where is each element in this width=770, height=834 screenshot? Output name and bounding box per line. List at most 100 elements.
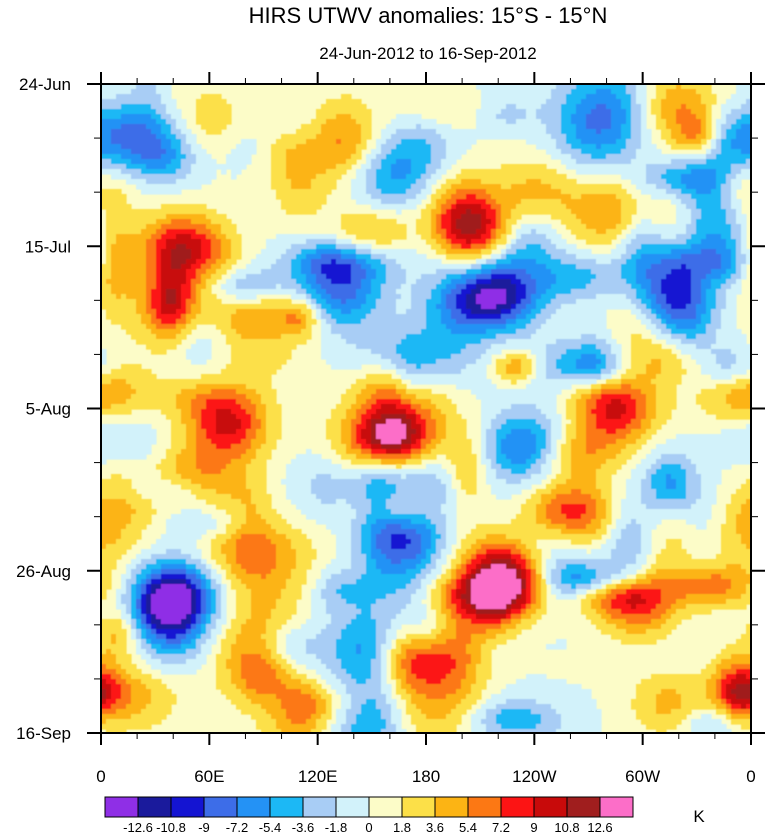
- field-cell-1016: [596, 139, 602, 145]
- field-cell-4477: [416, 304, 422, 310]
- field-cell-3981: [356, 284, 362, 290]
- field-cell-4112: [386, 289, 392, 295]
- field-cell-911: [581, 134, 587, 140]
- field-cell-4292: [701, 294, 707, 300]
- field-cell-3832: [241, 279, 247, 285]
- field-cell-4497: [516, 304, 522, 310]
- field-cell-3410: [671, 259, 677, 265]
- field-cell-4193: [151, 294, 157, 300]
- field-cell-4028: [591, 284, 597, 290]
- field-cell-4861: [521, 319, 527, 325]
- field-cell-2194: [551, 199, 557, 205]
- field-cell-3727: [351, 274, 357, 280]
- field-cell-3736: [396, 274, 402, 280]
- field-cell-475: [406, 114, 412, 120]
- field-cell-120: [736, 89, 742, 95]
- field-cell-4430: [176, 304, 182, 310]
- field-cell-3090: [196, 249, 202, 255]
- field-cell-3339: [281, 259, 287, 265]
- field-cell-1336: [721, 154, 727, 160]
- field-cell-4586: [336, 309, 342, 315]
- field-cell-2607: [436, 224, 442, 230]
- field-cell-588: [546, 119, 552, 125]
- field-cell-4194: [156, 294, 162, 300]
- field-cell-3141: [501, 249, 507, 255]
- field-cell-3201: [176, 254, 182, 260]
- field-cell-2646: [666, 224, 672, 230]
- field-cell-4776: [716, 314, 722, 320]
- field-cell-2913: [386, 239, 392, 245]
- field-cell-2701: [421, 229, 427, 235]
- field-cell-346: [706, 104, 712, 110]
- field-cell-1038: [726, 139, 732, 145]
- field-cell-3148: [536, 249, 542, 255]
- field-cell-612: [676, 119, 682, 125]
- field-cell-4413: [726, 299, 732, 305]
- field-cell-4261: [546, 294, 552, 300]
- field-cell-607: [641, 119, 647, 125]
- field-cell-138: [206, 94, 212, 100]
- field-cell-3933: [106, 284, 112, 290]
- field-cell-310: [521, 104, 527, 110]
- field-cell-101: [606, 89, 612, 95]
- field-cell-1591: [336, 169, 342, 175]
- field-cell-1532: [651, 164, 657, 170]
- field-cell-1863: [146, 184, 152, 190]
- field-cell-2504: [346, 219, 352, 225]
- field-cell-2991: [206, 244, 212, 250]
- field-cell-34: [576, 84, 582, 90]
- field-cell-1714: [421, 174, 427, 180]
- field-cell-309: [516, 104, 522, 110]
- field-cell-2480: [116, 219, 122, 225]
- field-cell-795: [541, 129, 547, 135]
- field-cell-3669: [696, 269, 702, 275]
- field-cell-4490: [481, 304, 487, 310]
- field-cell-2145: [111, 199, 117, 205]
- field-cell-72: [151, 89, 157, 95]
- field-cell-4629: [551, 309, 557, 315]
- field-cell-2007: [476, 189, 482, 195]
- field-cell-4363: [476, 299, 482, 305]
- field-cell-4924: [276, 324, 282, 330]
- field-cell-1411: [591, 159, 597, 165]
- field-cell-2249: [376, 204, 382, 210]
- field-cell-2758: [736, 229, 742, 235]
- field-cell-1235: [736, 149, 742, 155]
- field-cell-4118: [416, 289, 422, 295]
- field-cell-1983: [351, 189, 357, 195]
- field-cell-4791: [166, 319, 172, 325]
- field-cell-2719: [516, 229, 522, 235]
- field-cell-4677: [186, 314, 192, 320]
- field-cell-3972: [311, 284, 317, 290]
- field-cell-689: [546, 124, 552, 130]
- field-cell-2887: [206, 239, 212, 245]
- field-cell-2311: [736, 204, 742, 210]
- field-cell-4912: [216, 324, 222, 330]
- field-cell-1405: [561, 159, 567, 165]
- field-cell-818: [666, 129, 672, 135]
- field-cell-2736: [616, 229, 622, 235]
- field-cell-4804: [231, 319, 237, 325]
- field-cell-4498: [521, 304, 527, 310]
- field-cell-2101: [506, 194, 512, 200]
- field-cell-2260: [441, 204, 447, 210]
- field-cell-3409: [666, 259, 672, 265]
- field-cell-2598: [381, 224, 387, 230]
- field-cell-4523: [646, 304, 652, 310]
- field-cell-1705: [376, 174, 382, 180]
- field-cell-4409: [706, 299, 712, 305]
- field-cell-3076: [126, 249, 132, 255]
- field-cell-1650: [676, 169, 682, 175]
- field-cell-2189: [526, 199, 532, 205]
- field-cell-1387: [366, 159, 372, 165]
- field-cell-291: [221, 104, 227, 110]
- field-cell-3268: [556, 254, 562, 260]
- field-cell-2433: [446, 214, 452, 220]
- field-cell-455: [196, 114, 202, 120]
- field-cell-2475: [731, 214, 737, 220]
- field-cell-442: [116, 114, 122, 120]
- field-cell-3053: [651, 244, 657, 250]
- field-cell-333: [636, 104, 642, 110]
- field-cell-161: [571, 94, 577, 100]
- field-cell-955: [166, 139, 172, 145]
